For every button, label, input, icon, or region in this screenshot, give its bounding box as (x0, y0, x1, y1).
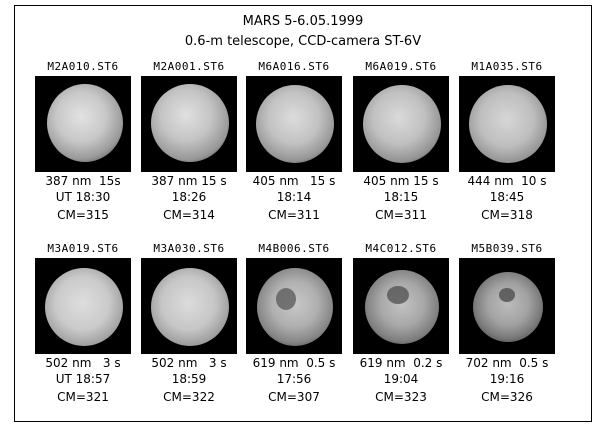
figure-subtitle: 0.6-m telescope, CCD-camera ST-6V (184, 34, 422, 49)
observation-time: 17:56 (276, 372, 312, 386)
mars-frame-8: M4B006.ST6 619 nm 0.5 s 17:56 CM=307 (244, 242, 344, 418)
mars-frame-2: M2A001.ST6 387 nm 15 s 18:26 CM=314 (139, 60, 239, 236)
frame-filename: M1A035.ST6 (471, 60, 543, 73)
figure-frame: MARS 5-6.05.1999 0.6-m telescope, CCD-ca… (14, 5, 592, 422)
frame-filename: M4B006.ST6 (258, 242, 330, 255)
mars-image (141, 76, 237, 172)
central-meridian: CM=311 (375, 208, 427, 222)
filter-exposure: 502 nm 3 s (45, 356, 121, 370)
central-meridian: CM=323 (375, 390, 427, 404)
central-meridian: CM=314 (163, 208, 215, 222)
mars-frame-5: M1A035.ST6 444 nm 10 s 18:45 CM=318 (457, 60, 557, 236)
filter-exposure: 444 nm 10 s (467, 174, 547, 188)
central-meridian: CM=326 (481, 390, 533, 404)
filter-exposure: 502 nm 3 s (151, 356, 227, 370)
frame-filename: M3A019.ST6 (47, 242, 119, 255)
observation-time: UT 18:57 (55, 372, 111, 386)
mars-frame-10: M5B039.ST6 702 nm 0.5 s 19:16 CM=326 (457, 242, 557, 418)
filter-exposure: 387 nm 15 s (151, 174, 227, 188)
mars-image (35, 258, 131, 354)
frame-filename: M5B039.ST6 (471, 242, 543, 255)
filter-exposure: 387 nm 15s (45, 174, 121, 188)
mars-frame-6: M3A019.ST6 502 nm 3 s UT 18:57 CM=321 (33, 242, 133, 418)
figure-title: MARS 5-6.05.1999 (242, 14, 364, 29)
central-meridian: CM=322 (163, 390, 215, 404)
observation-time: 18:45 (489, 190, 525, 204)
central-meridian: CM=315 (57, 208, 109, 222)
filter-exposure: 619 nm 0.5 s (252, 356, 336, 370)
mars-image (35, 76, 131, 172)
frame-filename: M6A019.ST6 (365, 60, 437, 73)
filter-exposure: 405 nm 15 s (363, 174, 439, 188)
mars-image (141, 258, 237, 354)
observation-time: 18:26 (171, 190, 207, 204)
observation-time: 19:16 (489, 372, 525, 386)
filter-exposure: 405 nm 15 s (252, 174, 336, 188)
observation-time: 18:14 (276, 190, 312, 204)
frame-filename: M3A030.ST6 (153, 242, 225, 255)
mars-image (353, 258, 449, 354)
mars-image (246, 258, 342, 354)
filter-exposure: 619 nm 0.2 s (359, 356, 443, 370)
observation-time: 18:15 (383, 190, 419, 204)
mars-image (353, 76, 449, 172)
central-meridian: CM=311 (268, 208, 320, 222)
mars-frame-3: M6A016.ST6 405 nm 15 s 18:14 CM=311 (244, 60, 344, 236)
mars-frame-1: M2A010.ST6 387 nm 15s UT 18:30 CM=315 (33, 60, 133, 236)
mars-image (246, 76, 342, 172)
mars-frame-4: M6A019.ST6 405 nm 15 s 18:15 CM=311 (351, 60, 451, 236)
mars-image (459, 258, 555, 354)
central-meridian: CM=307 (268, 390, 320, 404)
frame-filename: M2A010.ST6 (47, 60, 119, 73)
central-meridian: CM=321 (57, 390, 109, 404)
frame-filename: M4C012.ST6 (365, 242, 437, 255)
filter-exposure: 702 nm 0.5 s (465, 356, 549, 370)
mars-frame-9: M4C012.ST6 619 nm 0.2 s 19:04 CM=323 (351, 242, 451, 418)
frame-filename: M6A016.ST6 (258, 60, 330, 73)
frame-filename: M2A001.ST6 (153, 60, 225, 73)
observation-time: UT 18:30 (55, 190, 111, 204)
observation-time: 19:04 (383, 372, 419, 386)
observation-time: 18:59 (171, 372, 207, 386)
central-meridian: CM=318 (481, 208, 533, 222)
mars-frame-7: M3A030.ST6 502 nm 3 s 18:59 CM=322 (139, 242, 239, 418)
mars-image (459, 76, 555, 172)
